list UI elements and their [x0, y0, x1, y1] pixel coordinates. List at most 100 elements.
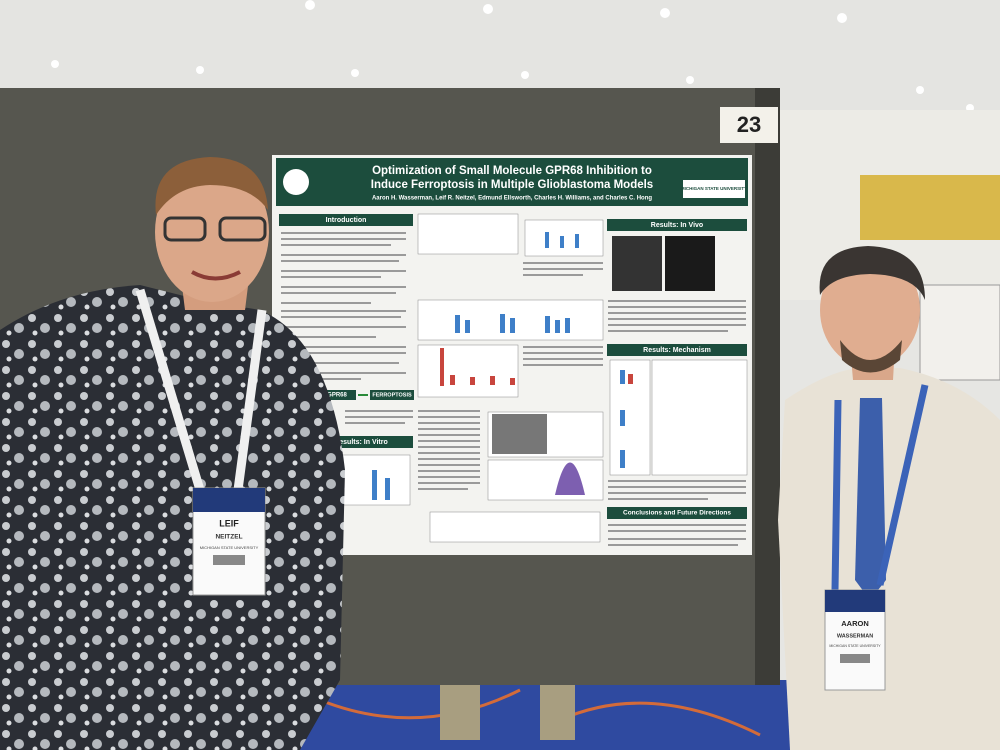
body-text [281, 276, 381, 278]
body-text [523, 352, 603, 354]
body-text [281, 336, 376, 338]
body-text [418, 488, 468, 490]
micrograph [492, 414, 547, 454]
pathway-label: FERROPTOSIS [372, 392, 412, 398]
badge-barcode [213, 555, 245, 565]
body-text [608, 324, 746, 326]
tie [855, 398, 886, 600]
body-text [281, 292, 396, 294]
body-text [608, 486, 746, 488]
body-text [281, 286, 406, 288]
body-text [281, 244, 391, 246]
body-text [608, 530, 746, 532]
bar-figures [545, 232, 549, 248]
figures [417, 344, 519, 398]
bar-figures [510, 318, 515, 333]
section-header: Conclusions and Future Directions [623, 510, 731, 517]
badge-header [193, 488, 265, 512]
board-number-card [720, 107, 778, 143]
section-header: Results: Mechanism [643, 347, 711, 354]
bar-figures [620, 450, 625, 468]
body-text [523, 346, 603, 348]
body-text [418, 464, 480, 466]
body-text [281, 310, 406, 312]
body-text [345, 416, 413, 418]
body-text [608, 524, 746, 526]
body-text [418, 416, 480, 418]
body-text [281, 362, 399, 364]
body-text [281, 270, 406, 272]
body-text [608, 498, 708, 500]
body-text [345, 422, 405, 424]
ceiling-lights [916, 86, 924, 94]
bar-figures [620, 410, 625, 426]
pathway-box [318, 390, 356, 400]
badge-name: NEITZEL [215, 534, 242, 541]
section-header-bar [607, 219, 747, 231]
body-text [281, 326, 406, 328]
bar-figures [545, 316, 550, 333]
body-text [281, 260, 399, 262]
poster: Optimization of Small Molecule GPR68 Inh… [272, 155, 752, 555]
body-text [418, 440, 480, 442]
figures [429, 511, 601, 543]
lanyard [135, 288, 267, 492]
bar-figures [500, 314, 505, 333]
poster-title: Induce Ferroptosis in Multiple Glioblast… [371, 179, 653, 191]
imaging-figure [665, 236, 715, 291]
body-text [281, 352, 406, 354]
face [155, 162, 269, 302]
poster-title: Optimization of Small Molecule GPR68 Inh… [372, 165, 652, 177]
hair [819, 246, 925, 300]
body-text [523, 358, 603, 360]
badge-org: MICHIGAN STATE UNIVERSITY [829, 644, 881, 648]
body-text [608, 318, 746, 320]
yellow-panel [860, 175, 1000, 240]
body-text [418, 410, 480, 412]
body-text [523, 364, 603, 366]
badge-header [825, 590, 885, 612]
ceiling-lights [483, 4, 493, 14]
board-number: 23 [737, 112, 761, 137]
body-text [281, 238, 406, 240]
bar-figures [385, 478, 390, 500]
far-poster [919, 284, 1000, 381]
bar-figures [450, 375, 455, 385]
body-text [418, 476, 480, 478]
section-header: Results: In Vitro [334, 439, 388, 446]
body-text [281, 372, 406, 374]
leg [540, 680, 575, 740]
bar-figures [628, 374, 633, 384]
histogram-shape [555, 462, 585, 495]
bar-figures [620, 370, 625, 384]
bar-figures [440, 348, 633, 386]
body-text [608, 538, 746, 540]
bar-figures [372, 232, 625, 500]
badge-name: WASSERMAN [837, 633, 873, 639]
figures [651, 359, 748, 476]
badge-org: MICHIGAN STATE UNIVERSITY [200, 545, 259, 550]
glasses [163, 216, 207, 242]
ceiling-lights [51, 60, 59, 68]
body-text [418, 428, 480, 430]
ceiling-lights [837, 13, 847, 23]
bar-figures [455, 315, 460, 333]
badge-name: LEIF [219, 518, 239, 528]
body-text [418, 470, 480, 472]
ceiling-lights [351, 69, 359, 77]
pathway-box [370, 390, 414, 400]
ceiling-lights [686, 76, 694, 84]
body-text [608, 544, 738, 546]
board-edge [755, 88, 780, 685]
person-left: LEIF NEITZEL MICHIGAN STATE UNIVERSITY [0, 157, 345, 750]
body-text [281, 316, 401, 318]
leg [440, 680, 480, 740]
ceiling-lights [51, 0, 974, 112]
bar-figures [510, 378, 515, 385]
body-text [608, 306, 746, 308]
bar-figures [560, 236, 564, 248]
section-header: Results: In Vivo [651, 222, 703, 229]
body-text [608, 300, 746, 302]
poster-authors: Aaron H. Wasserman, Leif R. Neitzel, Edm… [372, 196, 652, 202]
